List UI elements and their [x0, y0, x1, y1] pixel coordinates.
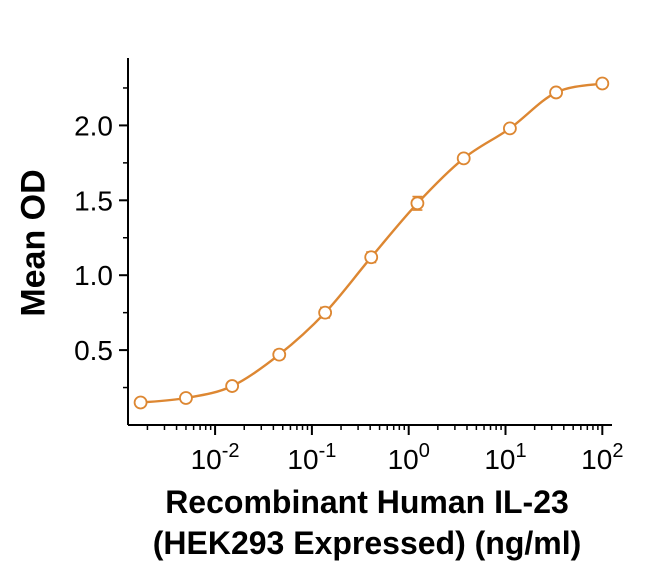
x-tick-label: 101: [484, 440, 526, 475]
data-point: [133, 395, 148, 410]
data-point: [456, 151, 471, 166]
data-point: [595, 76, 610, 91]
x-tick-label: 100: [388, 440, 430, 475]
y-tick-label: 2.0: [74, 110, 113, 141]
y-tick-label: 0.5: [74, 335, 113, 366]
data-series: [133, 76, 610, 410]
data-point: [502, 121, 517, 136]
tick-marks: [119, 87, 604, 435]
data-point: [272, 347, 287, 362]
x-axis-label: Recombinant Human IL-23 (HEK293 Expresse…: [84, 482, 650, 564]
x-axis-label-line2: (HEK293 Expressed) (ng/ml): [152, 525, 582, 561]
x-tick-label: 10-2: [191, 440, 240, 475]
data-point: [549, 85, 563, 100]
data-point: [364, 250, 379, 265]
y-axis-label: Mean OD: [14, 169, 53, 317]
data-point: [318, 305, 333, 320]
x-tick-label: 102: [581, 440, 623, 475]
tick-labels: 0.5 1.0 1.5 2.0 10-2 10-1 100 101 102: [74, 110, 623, 475]
data-point: [225, 379, 240, 393]
y-tick-label: 1.0: [74, 260, 113, 291]
data-point: [410, 196, 425, 211]
fit-curve: [140, 82, 603, 404]
axes: [127, 58, 612, 426]
data-point: [179, 391, 193, 405]
x-tick-label: 10-1: [287, 440, 336, 475]
x-axis-label-line1: Recombinant Human IL-23: [165, 484, 569, 520]
y-tick-label: 1.5: [74, 185, 113, 216]
